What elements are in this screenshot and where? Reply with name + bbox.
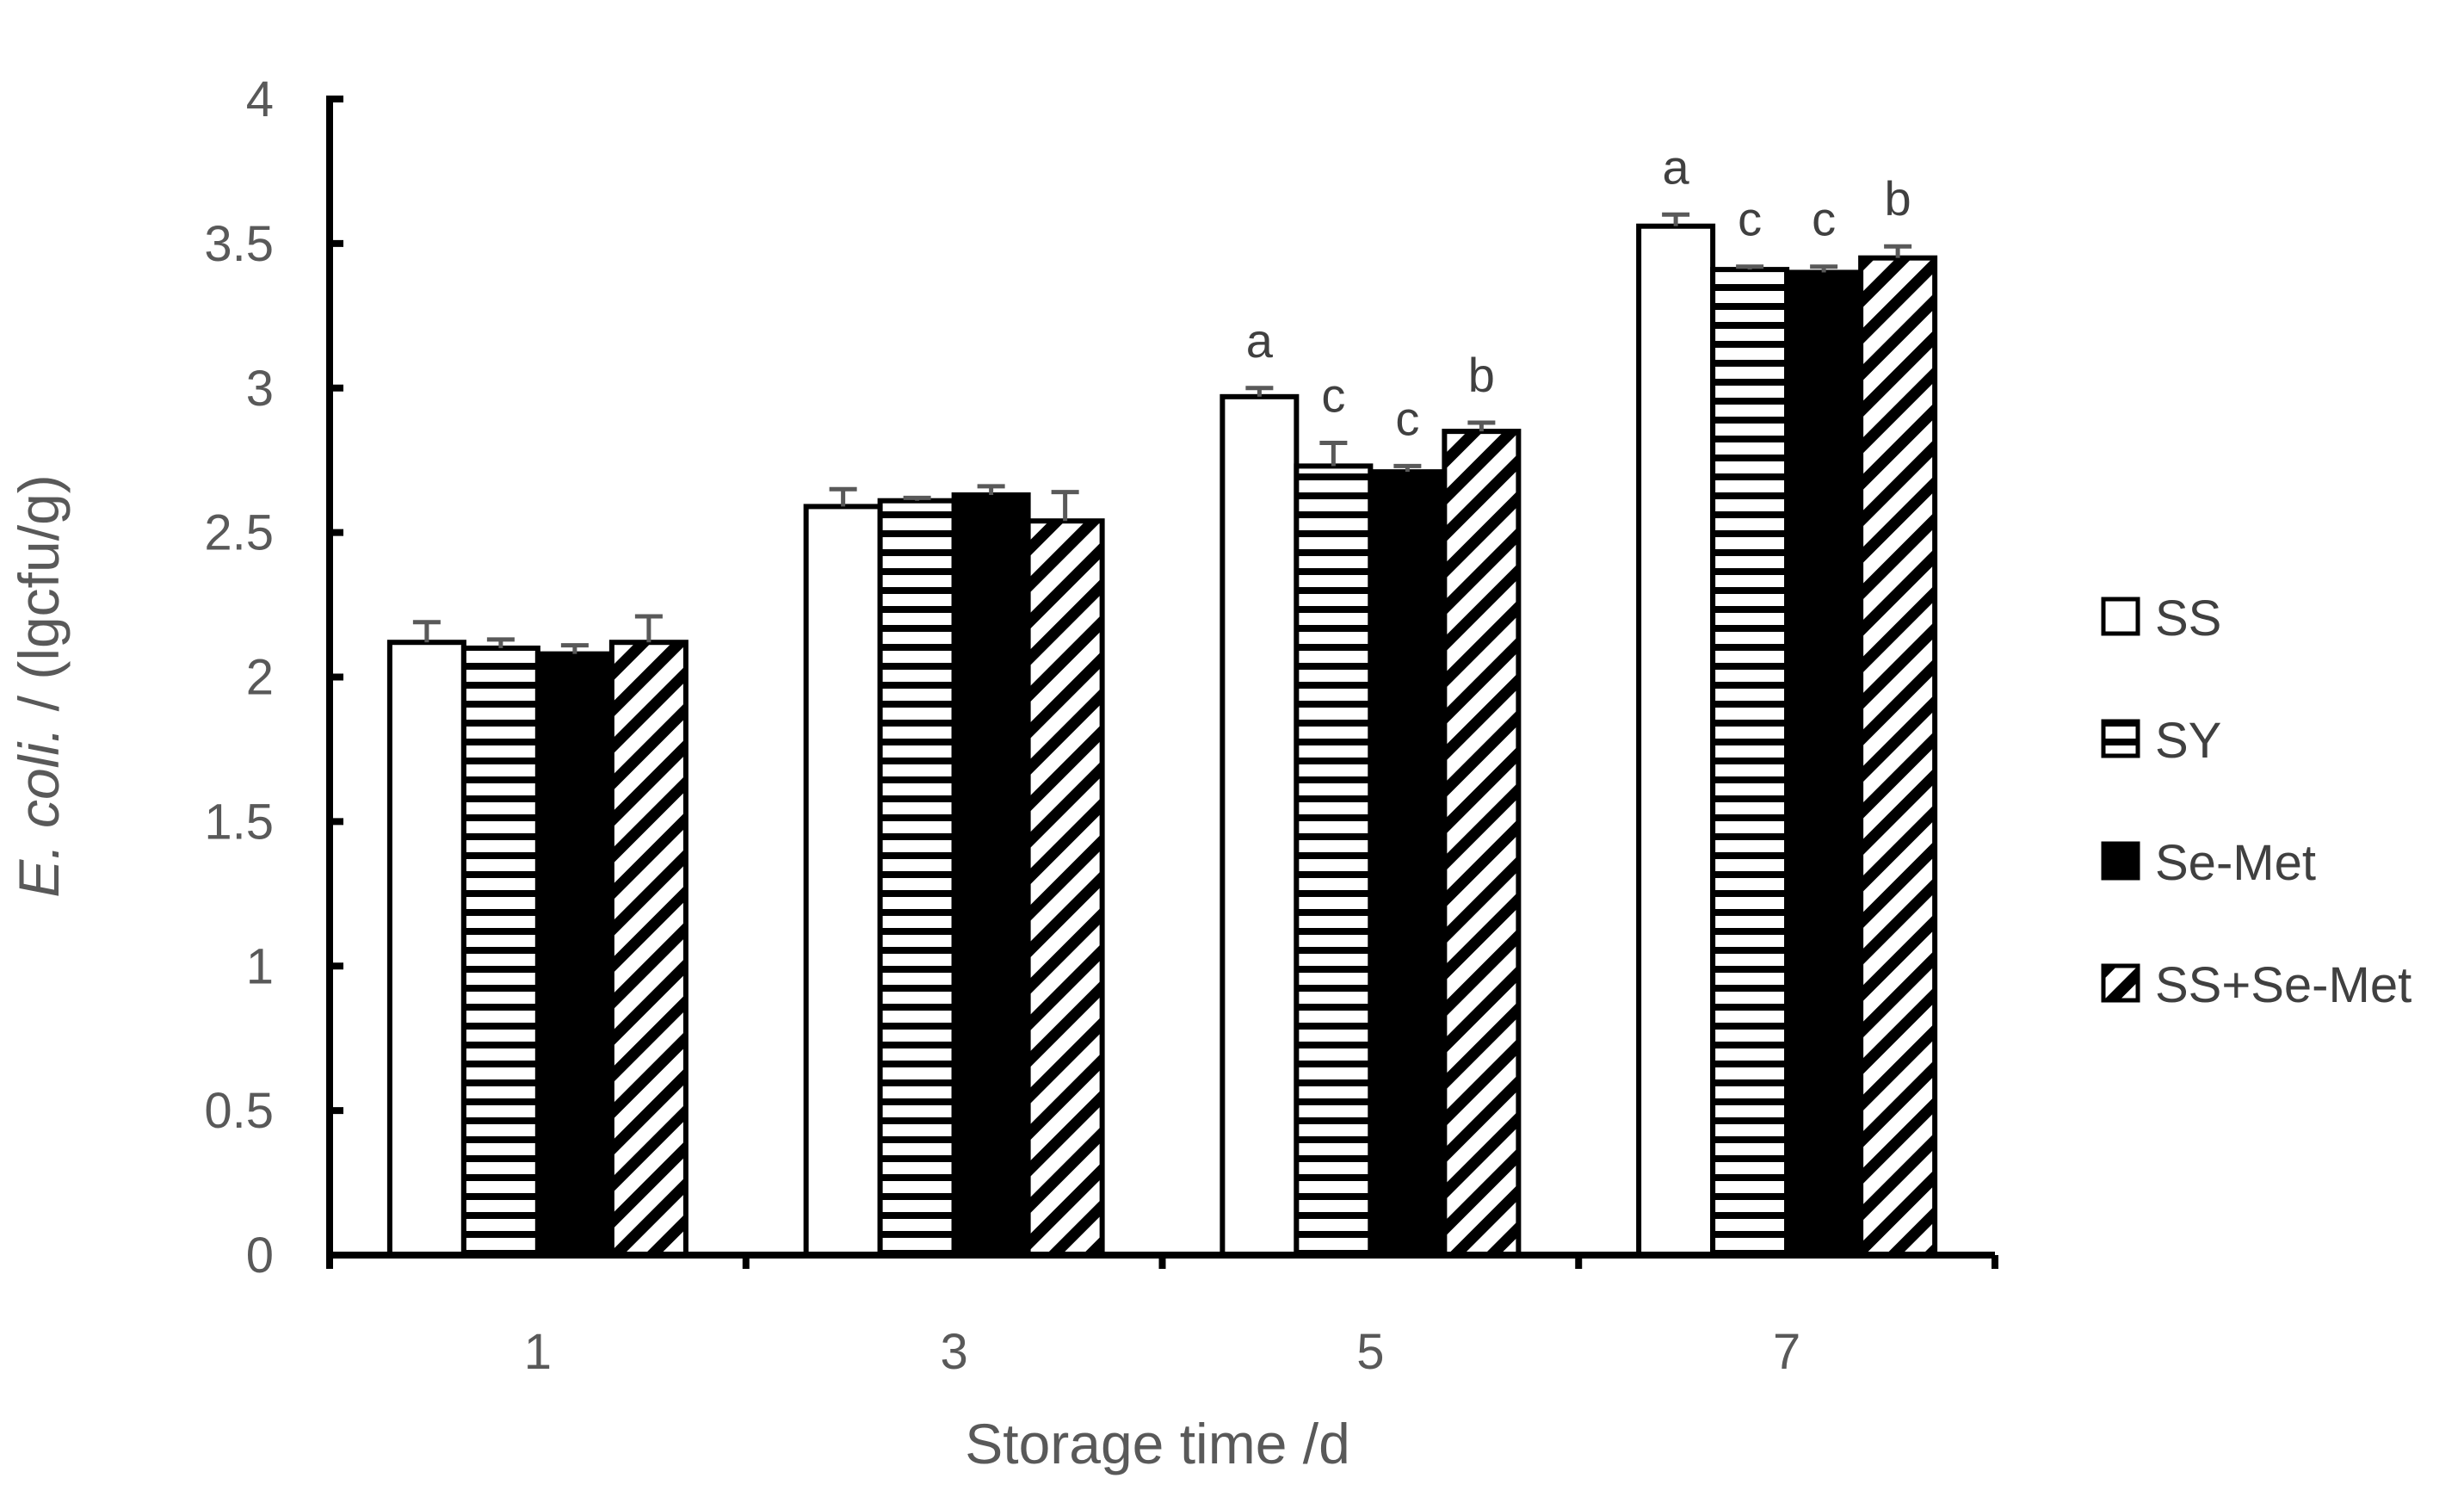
- y-axis-title-italic: E. coli.: [7, 727, 71, 898]
- legend-swatch: [2101, 597, 2140, 636]
- bar-sy: [1710, 267, 1790, 1258]
- y-tick-label: 4: [246, 71, 274, 127]
- legend-swatch: [2101, 719, 2140, 758]
- x-tick-label: 7: [1773, 1324, 1800, 1380]
- legend-label: SS: [2155, 591, 2221, 646]
- legend-swatch: [2101, 963, 2140, 1003]
- legend-label: SY: [2155, 713, 2221, 769]
- bar-ss: [1220, 393, 1300, 1258]
- bar-sy: [877, 498, 957, 1258]
- bar-ss-se-met: [1442, 429, 1522, 1258]
- significance-label: c: [1321, 368, 1345, 423]
- significance-label: c: [1812, 192, 1836, 246]
- x-axis-title: Storage time /d: [965, 1412, 1350, 1475]
- y-tick-label: 3: [246, 361, 274, 417]
- y-tick-label: 0: [246, 1228, 274, 1283]
- bar-se-met: [1784, 269, 1864, 1259]
- y-axis-title: E. coli. / (lgcfu/g): [7, 474, 71, 898]
- significance-label: a: [1663, 139, 1690, 194]
- y-tick-label: 0.5: [204, 1083, 274, 1139]
- bars-group: [386, 223, 1938, 1259]
- bar-ss-se-met: [1025, 518, 1105, 1258]
- x-tick-label: 3: [940, 1324, 967, 1380]
- significance-label: a: [1246, 313, 1274, 368]
- error-bars-group: [412, 212, 1912, 654]
- legend-label: SS+Se-Met: [2155, 957, 2412, 1013]
- bar-ss: [803, 504, 883, 1258]
- legend: SS SY Se-Met SS+Se-Met: [2101, 591, 2412, 1013]
- x-tick-label: 1: [524, 1324, 552, 1380]
- x-tick-label: 5: [1356, 1324, 1384, 1380]
- bar-ss-se-met: [1858, 255, 1938, 1259]
- y-tick-label: 3.5: [204, 216, 274, 272]
- y-tick-label: 2.5: [204, 505, 274, 561]
- legend-label: Se-Met: [2155, 835, 2316, 891]
- bar-ss: [386, 640, 466, 1258]
- y-tick-label: 2: [246, 650, 274, 706]
- x-axis-ticks: 1 3 5 7: [326, 1255, 1998, 1380]
- y-axis-title-units: / (lgcfu/g): [7, 474, 71, 727]
- legend-swatch: [2101, 841, 2140, 881]
- y-tick-label: 1: [246, 938, 274, 994]
- significance-label: b: [1885, 171, 1911, 226]
- bar-se-met: [534, 651, 614, 1258]
- significance-label: b: [1468, 348, 1495, 402]
- significance-label: c: [1395, 391, 1419, 445]
- significance-label: c: [1738, 192, 1762, 246]
- bar-ss: [1636, 223, 1716, 1259]
- y-axis-ticks: 0 0.5 1 1.5 2 2.5 3 3.5 4: [204, 71, 343, 1283]
- bar-ss-se-met: [608, 640, 689, 1258]
- bar-sy: [460, 645, 540, 1258]
- bar-se-met: [951, 492, 1031, 1258]
- y-tick-label: 1.5: [204, 794, 274, 850]
- bar-se-met: [1368, 469, 1448, 1258]
- bar-sy: [1294, 463, 1374, 1258]
